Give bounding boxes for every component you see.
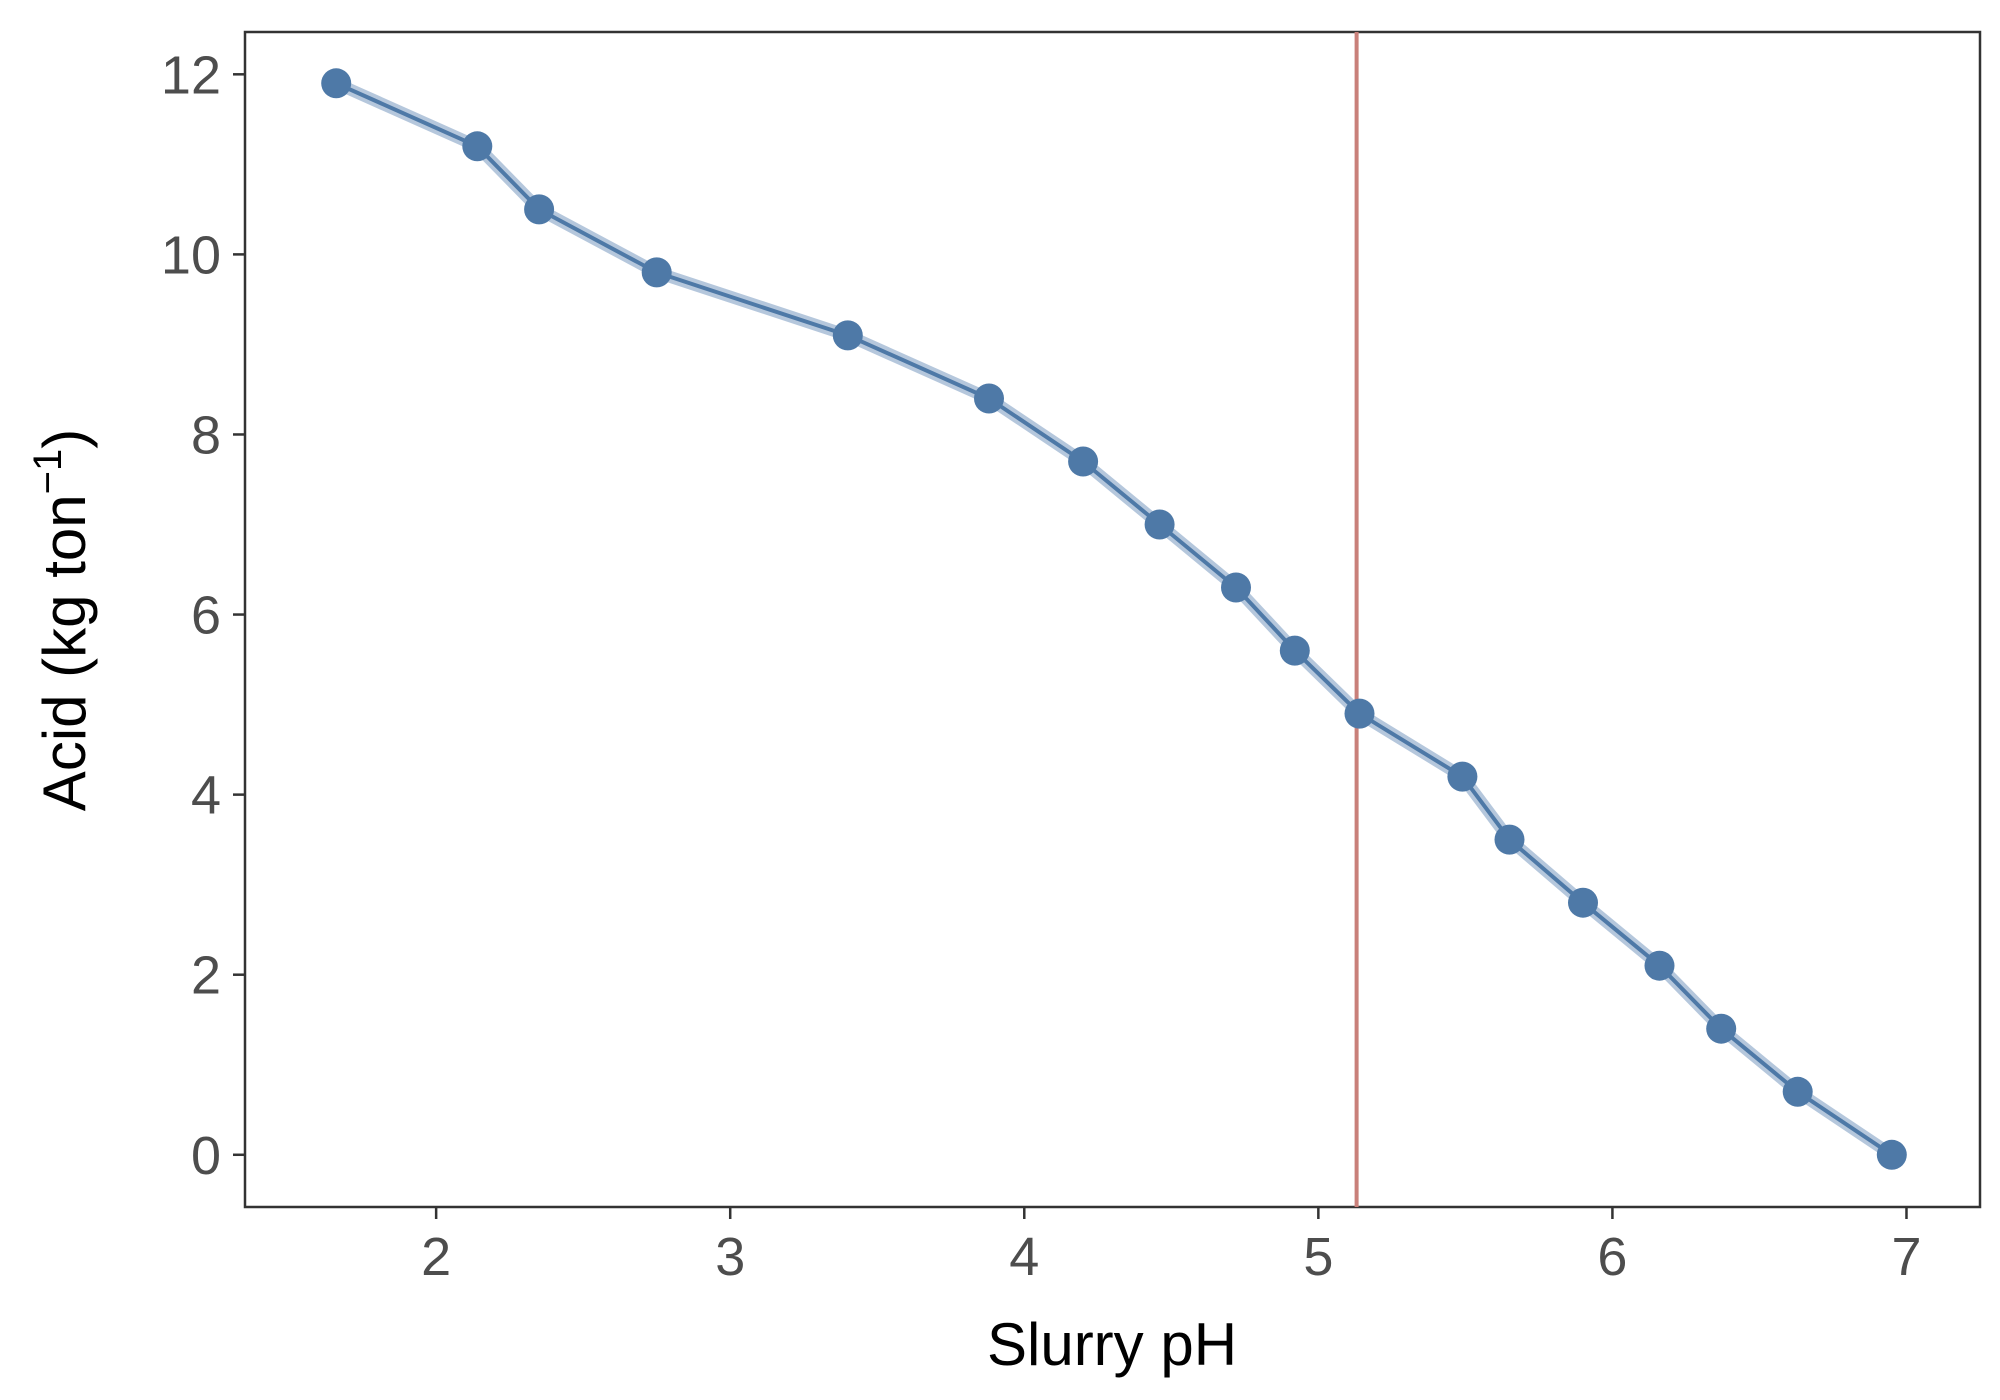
x-axis-title: Slurry pH [987, 1311, 1237, 1378]
data-point [1494, 824, 1525, 855]
data-point [1782, 1076, 1813, 1107]
y-axis-title: Acid (kg ton−1) [26, 429, 98, 811]
x-axis: 2 3 4 5 6 7 [421, 1207, 1922, 1287]
data-point [321, 68, 352, 99]
y-tick-label: 6 [191, 586, 221, 646]
data-point [832, 320, 863, 351]
y-tick-label: 8 [191, 405, 221, 465]
data-point [462, 131, 493, 162]
y-axis-title-close: ) [31, 429, 98, 449]
data-point [1644, 950, 1675, 981]
data-point [974, 383, 1004, 414]
data-point [1706, 1013, 1737, 1044]
y-axis-title-text: Acid (kg ton [31, 494, 98, 811]
x-tick-label: 5 [1303, 1227, 1333, 1287]
y-tick-label: 10 [161, 225, 221, 285]
data-point-layer [321, 68, 1907, 1170]
y-tick-label: 0 [191, 1126, 221, 1186]
data-point [524, 194, 555, 225]
plot-panel [243, 30, 1982, 1209]
data-point [1344, 698, 1375, 729]
x-tick-label: 6 [1597, 1227, 1627, 1287]
y-tick-label: 2 [191, 946, 221, 1006]
data-point [1144, 509, 1175, 540]
y-axis-title-superscript: −1 [26, 449, 70, 495]
x-tick-label: 7 [1891, 1227, 1921, 1287]
data-point [1568, 887, 1598, 918]
data-point [1876, 1139, 1907, 1170]
data-point [1447, 761, 1478, 792]
data-point [1279, 635, 1310, 666]
data-point [641, 257, 672, 288]
y-axis: 0 2 4 6 8 10 12 [161, 45, 245, 1186]
x-tick-label: 2 [421, 1227, 451, 1287]
x-tick-label: 4 [1009, 1227, 1039, 1287]
y-tick-label: 4 [191, 766, 221, 826]
y-tick-label: 12 [161, 45, 221, 105]
data-point [1221, 572, 1251, 603]
x-tick-label: 3 [715, 1227, 745, 1287]
data-point [1068, 446, 1099, 477]
